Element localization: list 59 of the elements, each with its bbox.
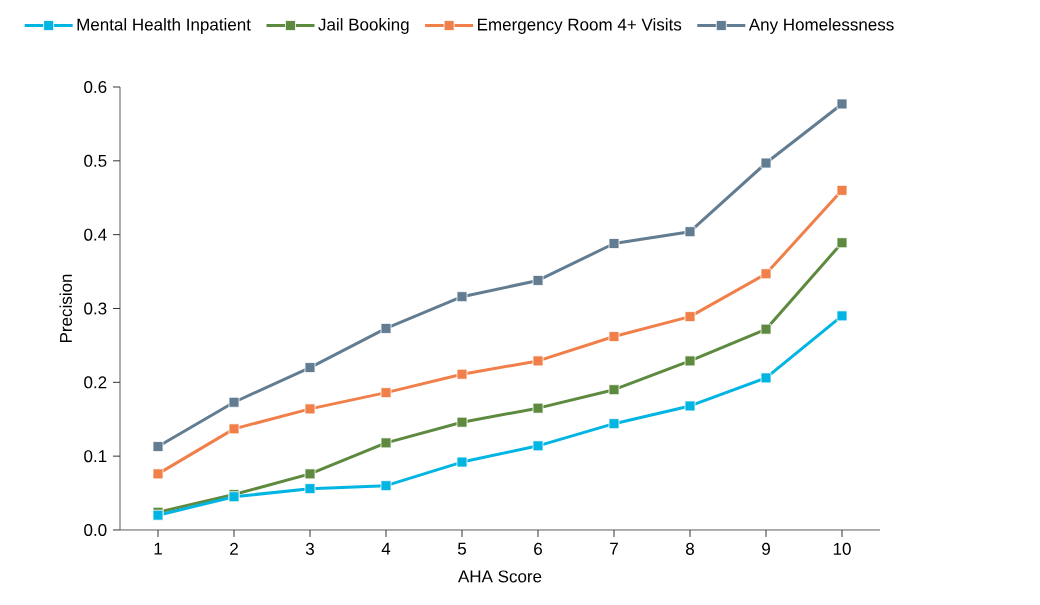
x-tick-label: 4 (381, 542, 391, 555)
legend-label: Any Homelessness (748, 18, 894, 34)
point (532, 440, 544, 452)
point (304, 362, 316, 373)
point (760, 268, 772, 280)
point (456, 416, 468, 428)
x-tick-label: 10 (833, 542, 851, 555)
y-tick-label: 0.1 (84, 450, 107, 463)
legend-label: Mental Health Inpatient (77, 18, 251, 34)
point (760, 323, 772, 335)
point (836, 184, 848, 196)
y-tick-label: 0.3 (84, 302, 107, 315)
y-tick-label: 0.4 (84, 228, 107, 241)
point (532, 275, 544, 286)
legend-label: Emergency Room 4+ Visits (478, 18, 682, 34)
point (456, 368, 468, 380)
point (456, 456, 468, 468)
x-tick-label: 7 (610, 542, 618, 555)
point (684, 355, 696, 367)
point (836, 310, 848, 322)
point (684, 400, 696, 412)
point (380, 387, 392, 399)
point (304, 403, 316, 415)
x-tick-label: 9 (762, 542, 770, 555)
x-tick-label: 2 (230, 542, 238, 555)
x-tick-label: 3 (305, 542, 314, 555)
point (836, 237, 848, 249)
point (608, 384, 620, 396)
point (532, 355, 544, 367)
y-tick-label: 0.6 (84, 80, 107, 94)
point (380, 480, 392, 492)
point (304, 483, 316, 495)
point (608, 418, 620, 430)
x-tick-label: 5 (457, 542, 467, 555)
point (228, 396, 240, 408)
point (456, 291, 468, 303)
y-tick-label: 0.5 (84, 154, 107, 167)
x-tick-label: 8 (686, 542, 694, 555)
point (836, 98, 848, 110)
point (532, 402, 544, 414)
point (760, 157, 772, 169)
point (760, 372, 772, 384)
point (608, 331, 620, 342)
y-tick-label: 0.2 (84, 376, 107, 389)
y-tick-label: 0.0 (84, 523, 107, 537)
x-tick-label: 1 (154, 542, 162, 555)
y-axis-title: Precision (59, 274, 72, 343)
point (304, 468, 316, 480)
point (152, 468, 164, 480)
point (684, 311, 696, 323)
legend-label: Jail Booking (318, 18, 409, 34)
point (608, 238, 620, 249)
point (380, 323, 392, 334)
point (228, 423, 240, 435)
x-tick-label: 6 (534, 542, 542, 555)
point (152, 441, 164, 452)
x-axis-title: AHA Score (458, 570, 542, 583)
point (380, 437, 392, 449)
point (684, 226, 696, 238)
